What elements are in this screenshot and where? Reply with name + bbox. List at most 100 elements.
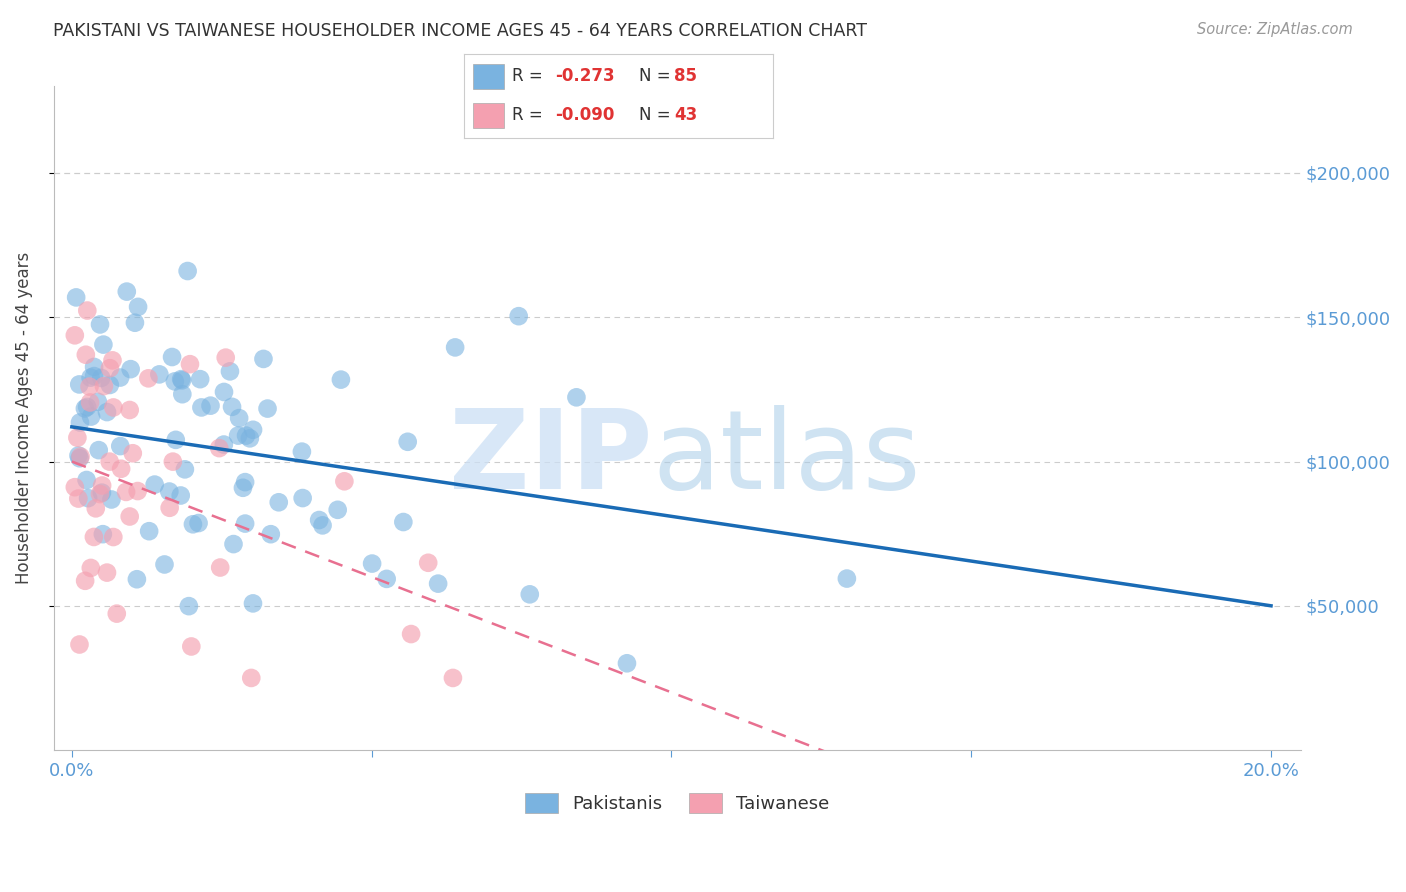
Point (115, 285, 138, 299)
Point (79, 370, 101, 384)
Point (91, 527, 114, 541)
Point (212, 384, 235, 399)
Point (75, 348, 97, 362)
Point (148, 368, 170, 382)
Point (173, 462, 195, 476)
Point (76, 303, 98, 318)
Point (90, 371, 112, 385)
Point (63, 328, 86, 343)
Point (87, 443, 110, 458)
Point (118, 509, 141, 524)
Point (75, 574, 97, 588)
Point (392, 515, 415, 529)
Point (96, 405, 118, 419)
Point (89, 487, 111, 501)
Text: 43: 43 (675, 106, 697, 124)
Point (110, 439, 132, 453)
Point (375, 572, 398, 586)
Point (80, 409, 103, 424)
Point (508, 309, 530, 323)
Point (69, 416, 91, 430)
Point (73, 401, 96, 416)
Point (165, 433, 187, 447)
Point (98, 361, 121, 376)
Point (100, 492, 122, 507)
Point (96, 566, 118, 580)
Text: N =: N = (638, 106, 676, 124)
Point (80, 561, 103, 575)
Point (181, 517, 204, 532)
Text: ZIP: ZIP (449, 405, 652, 511)
Point (179, 357, 201, 371)
Point (260, 527, 283, 541)
Text: atlas: atlas (652, 405, 921, 511)
Point (103, 401, 125, 415)
Point (252, 351, 274, 366)
Text: R =: R = (512, 106, 548, 124)
Point (67, 491, 90, 506)
Point (105, 607, 128, 621)
Point (121, 446, 143, 460)
Point (835, 572, 858, 586)
Point (399, 627, 422, 641)
Point (83, 359, 105, 374)
Point (76, 473, 98, 487)
Point (170, 488, 193, 502)
Point (361, 557, 384, 571)
Point (187, 516, 209, 530)
Point (177, 599, 200, 614)
Text: -0.090: -0.090 (555, 106, 614, 124)
Point (188, 372, 211, 386)
Point (69, 451, 91, 466)
Point (125, 572, 148, 586)
Point (222, 537, 245, 551)
Point (333, 475, 356, 489)
Point (616, 657, 638, 671)
Point (110, 462, 132, 476)
Text: N =: N = (638, 68, 676, 86)
Point (79, 379, 101, 393)
Point (108, 370, 131, 384)
Point (67, 449, 90, 463)
Bar (474, 63, 505, 89)
Point (90, 485, 112, 500)
Point (232, 481, 254, 495)
Point (311, 518, 333, 533)
Point (83, 530, 105, 544)
Point (159, 500, 181, 515)
Point (256, 401, 278, 416)
Point (190, 401, 212, 415)
Point (240, 671, 263, 685)
Point (103, 530, 125, 544)
Point (124, 316, 146, 330)
Point (170, 372, 193, 386)
Point (77, 491, 100, 505)
Point (326, 503, 349, 517)
Y-axis label: Householder Income Ages 45 - 64 years: Householder Income Ages 45 - 64 years (15, 252, 32, 584)
Point (441, 671, 464, 685)
Point (98, 455, 121, 469)
Point (101, 353, 124, 368)
Point (138, 371, 160, 385)
Point (291, 444, 314, 458)
Point (127, 484, 149, 499)
Point (565, 390, 588, 404)
Point (267, 495, 290, 509)
Bar (474, 103, 505, 128)
Point (418, 556, 440, 570)
Point (308, 513, 330, 527)
Point (69, 638, 91, 652)
Point (93, 337, 115, 351)
Point (160, 350, 183, 364)
Point (138, 524, 160, 539)
Point (118, 403, 141, 417)
Text: -0.273: -0.273 (555, 68, 614, 86)
Point (66, 431, 89, 445)
Point (65, 290, 87, 304)
Point (76, 400, 98, 414)
Point (163, 375, 186, 389)
Point (83, 369, 105, 384)
Point (91, 478, 114, 492)
Point (226, 428, 249, 442)
Point (212, 437, 235, 451)
